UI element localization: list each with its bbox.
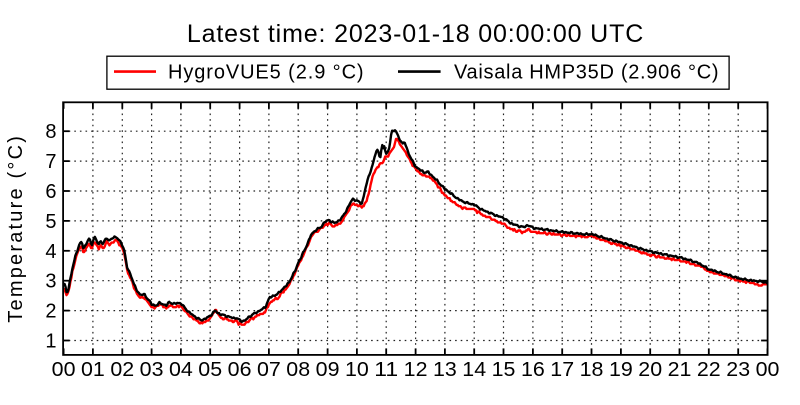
svg-text:Temperature (°C): Temperature (°C) [5, 134, 27, 323]
svg-text:08: 08 [286, 359, 310, 381]
svg-text:16: 16 [521, 359, 545, 381]
svg-text:15: 15 [492, 359, 516, 381]
svg-text:10: 10 [345, 359, 369, 381]
svg-text:5: 5 [45, 211, 56, 233]
svg-text:01: 01 [81, 359, 105, 381]
svg-text:Vaisala HMP35D (2.906 °C): Vaisala HMP35D (2.906 °C) [454, 61, 719, 83]
svg-text:1: 1 [45, 331, 56, 353]
svg-text:04: 04 [169, 359, 193, 381]
svg-text:00: 00 [756, 359, 780, 381]
svg-text:HygroVUE5 (2.9 °C): HygroVUE5 (2.9 °C) [168, 61, 364, 83]
svg-text:05: 05 [198, 359, 222, 381]
svg-text:6: 6 [45, 181, 56, 203]
svg-text:02: 02 [110, 359, 134, 381]
svg-text:19: 19 [609, 359, 633, 381]
svg-text:17: 17 [550, 359, 574, 381]
svg-text:21: 21 [668, 359, 692, 381]
svg-text:13: 13 [433, 359, 457, 381]
svg-text:2: 2 [45, 301, 56, 323]
svg-text:22: 22 [697, 359, 721, 381]
svg-text:Latest time: 2023-01-18 00:00:: Latest time: 2023-01-18 00:00:00 UTC [187, 20, 644, 48]
svg-text:14: 14 [462, 359, 486, 381]
svg-text:20: 20 [638, 359, 662, 381]
svg-text:3: 3 [45, 271, 56, 293]
svg-text:03: 03 [140, 359, 164, 381]
svg-text:18: 18 [580, 359, 604, 381]
svg-text:07: 07 [257, 359, 281, 381]
svg-text:8: 8 [45, 121, 56, 143]
svg-text:00: 00 [52, 359, 76, 381]
svg-text:7: 7 [45, 151, 56, 173]
svg-text:4: 4 [45, 241, 56, 263]
svg-text:06: 06 [228, 359, 252, 381]
svg-text:11: 11 [374, 359, 398, 381]
svg-text:12: 12 [404, 359, 428, 381]
svg-text:09: 09 [316, 359, 340, 381]
svg-text:23: 23 [726, 359, 750, 381]
